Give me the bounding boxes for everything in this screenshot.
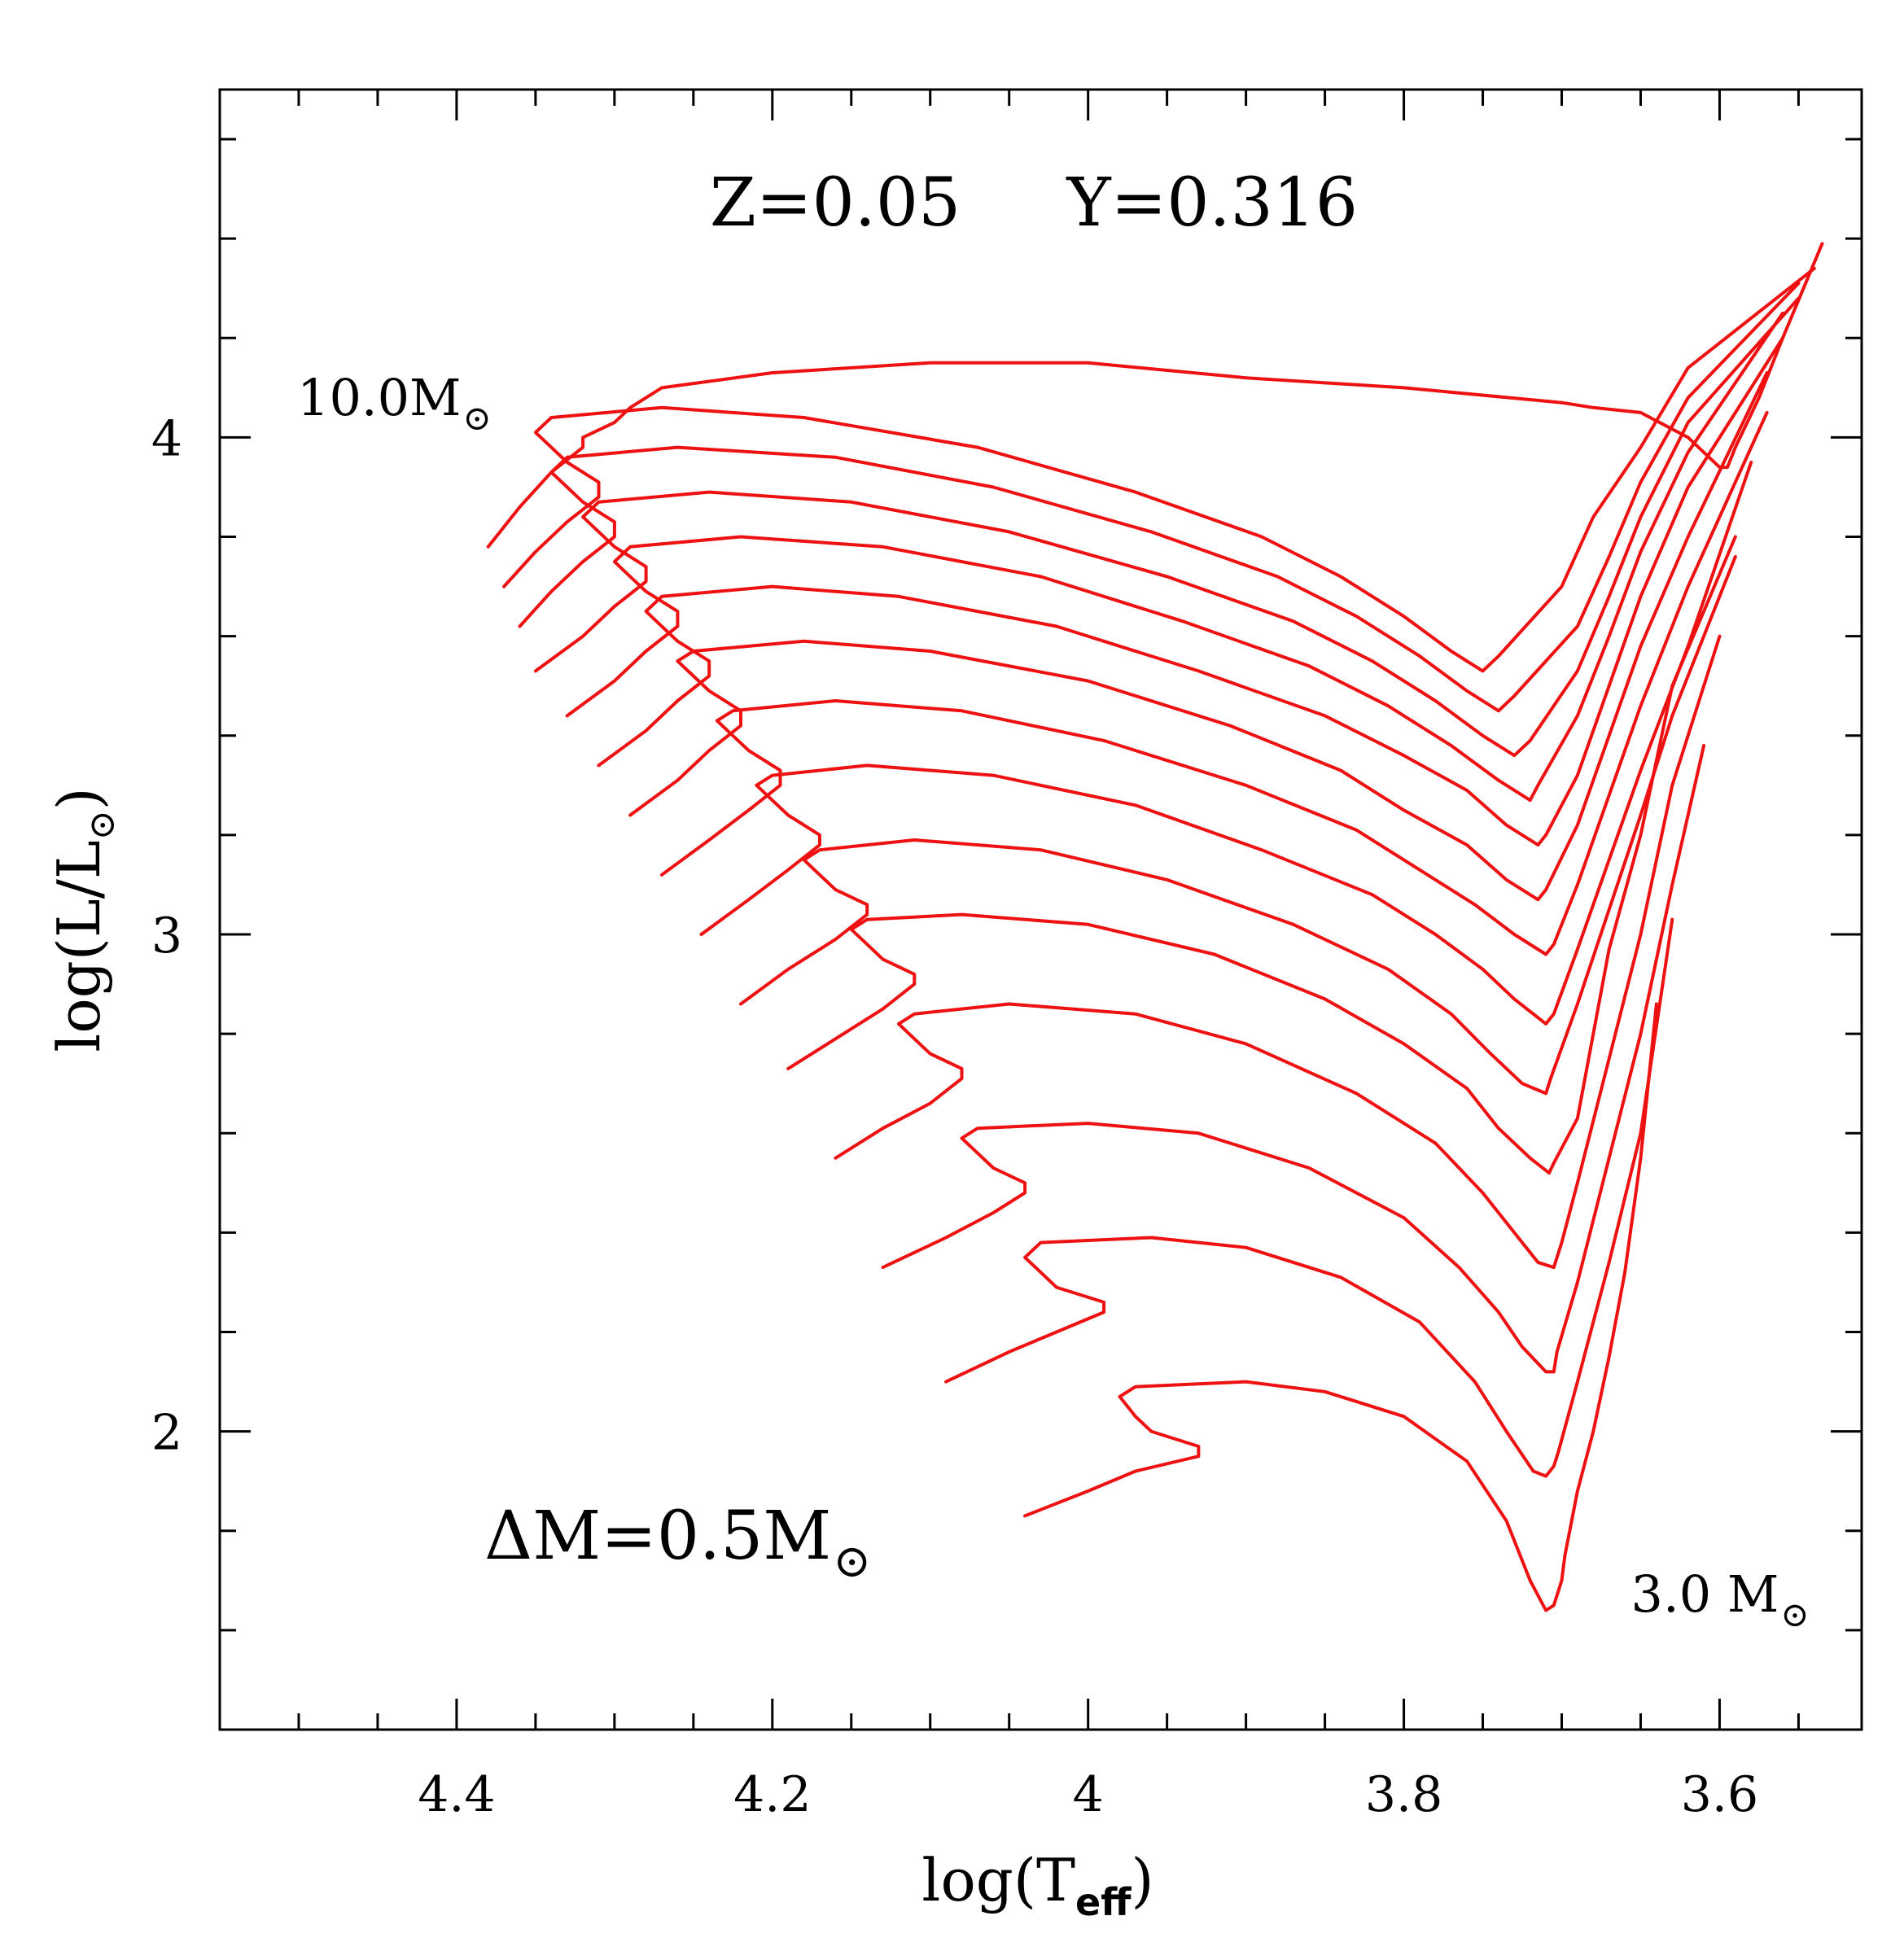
- y-axis-label: log(L/L⊙): [45, 787, 123, 1052]
- solar-symbol-icon: ⊙: [1780, 1594, 1809, 1634]
- y-tick-label: 3: [151, 908, 182, 965]
- x-tick-label: 4: [1073, 1766, 1104, 1823]
- evolutionary-tracks: [486, 242, 1824, 1612]
- track-line: [486, 242, 1824, 549]
- top-mass-label: 10.0M⊙: [297, 368, 492, 438]
- x-tick-label: 3.6: [1681, 1766, 1758, 1823]
- x-tick-label: 4.4: [418, 1766, 495, 1823]
- track-line: [660, 410, 1769, 956]
- track-line: [944, 917, 1674, 1478]
- x-tick-label: 4.2: [733, 1766, 811, 1823]
- y-axis-ticks: 2 3 4: [151, 138, 1862, 1632]
- track-line: [565, 311, 1784, 803]
- y-tick-label: 2: [151, 1405, 182, 1462]
- x-axis-label: log(Teff): [921, 1846, 1153, 1924]
- track-line: [881, 744, 1706, 1374]
- track-line: [502, 266, 1816, 673]
- track-line: [518, 282, 1801, 713]
- solar-symbol-icon: ⊙: [463, 398, 492, 438]
- mass-step-label: ΔM=0.5M⊙: [484, 1498, 871, 1588]
- x-tick-label: 3.8: [1365, 1766, 1442, 1823]
- track-line: [699, 461, 1753, 1026]
- solar-symbol-icon: ⊙: [81, 810, 123, 840]
- track-line: [533, 296, 1801, 758]
- plot-frame: [218, 88, 1863, 1731]
- track-line: [739, 555, 1737, 1096]
- track-line: [597, 336, 1784, 847]
- composition-label: Z=0.05 Y=0.316: [710, 164, 1358, 242]
- track-line: [1023, 1002, 1658, 1612]
- x-axis-ticks: 4.4 4.2 4 3.8 3.6: [297, 90, 1800, 1823]
- y-tick-label: 4: [151, 410, 182, 467]
- solar-symbol-icon: ⊙: [833, 1535, 871, 1588]
- track-line: [834, 634, 1722, 1270]
- track-line: [628, 371, 1769, 902]
- bottom-mass-label: 3.0 M⊙: [1551, 1564, 1858, 1638]
- track-line: [786, 535, 1737, 1175]
